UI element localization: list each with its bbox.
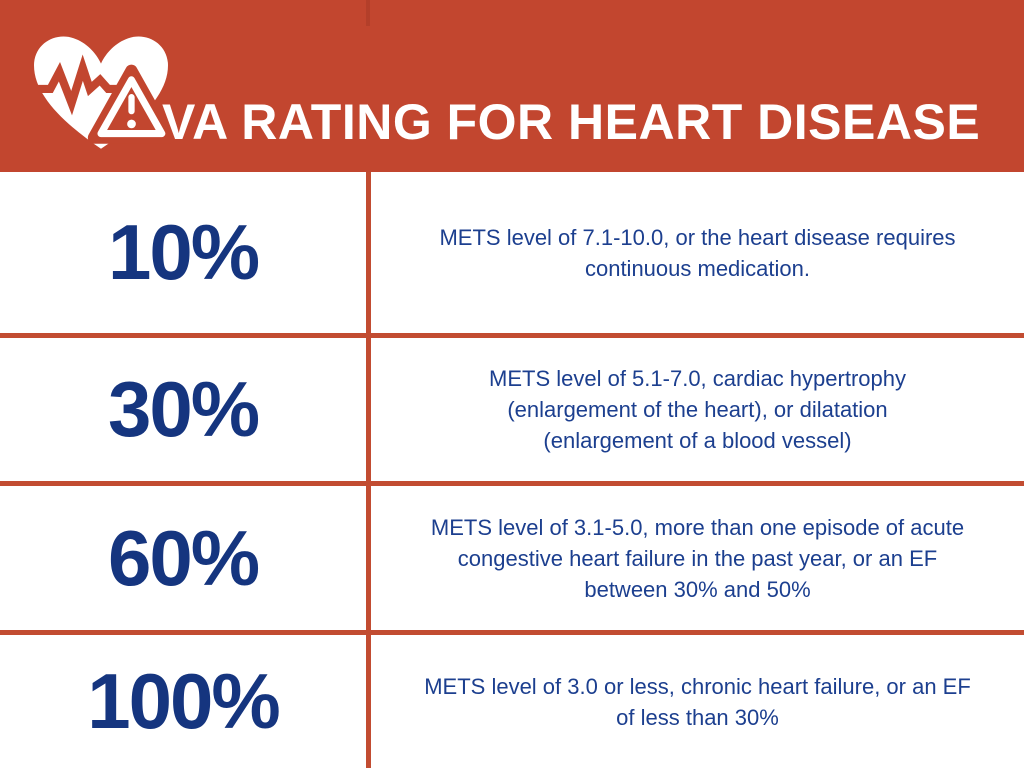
table-vertical-divider bbox=[366, 172, 371, 768]
rating-description: METS level of 7.1-10.0, or the heart dis… bbox=[439, 224, 956, 281]
rating-description: METS level of 3.0 or less, chronic heart… bbox=[424, 673, 971, 730]
table-row-divider bbox=[0, 630, 1024, 635]
page-title: VA RATING FOR HEART DISEASE bbox=[162, 93, 981, 150]
table-row-divider bbox=[0, 333, 1024, 338]
header-band: VA RATING FOR HEART DISEASE bbox=[0, 0, 1024, 172]
heart-ekg-warning-icon bbox=[26, 26, 176, 156]
rating-percentage: 30% bbox=[107, 365, 260, 453]
rating-percentage: 10% bbox=[107, 208, 260, 296]
table-row: 60% METS level of 3.1-5.0, more than one… bbox=[0, 486, 1024, 630]
header-divider-notch bbox=[366, 0, 370, 26]
rating-description: METS level of 3.1-5.0, more than one epi… bbox=[430, 514, 965, 602]
table-row: 10% METS level of 7.1-10.0, or the heart… bbox=[0, 172, 1024, 333]
table-row: 100% METS level of 3.0 or less, chronic … bbox=[0, 635, 1024, 768]
rating-percentage: 60% bbox=[107, 513, 260, 602]
rating-description: METS level of 5.1-7.0, cardiac hypertrop… bbox=[489, 366, 906, 453]
table-row: 30% METS level of 5.1-7.0, cardiac hyper… bbox=[0, 338, 1024, 481]
rating-percentage: 100% bbox=[87, 657, 281, 745]
table-row-divider bbox=[0, 481, 1024, 486]
